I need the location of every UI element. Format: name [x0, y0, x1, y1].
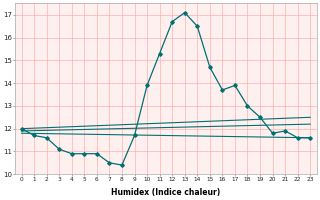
X-axis label: Humidex (Indice chaleur): Humidex (Indice chaleur)	[111, 188, 220, 197]
